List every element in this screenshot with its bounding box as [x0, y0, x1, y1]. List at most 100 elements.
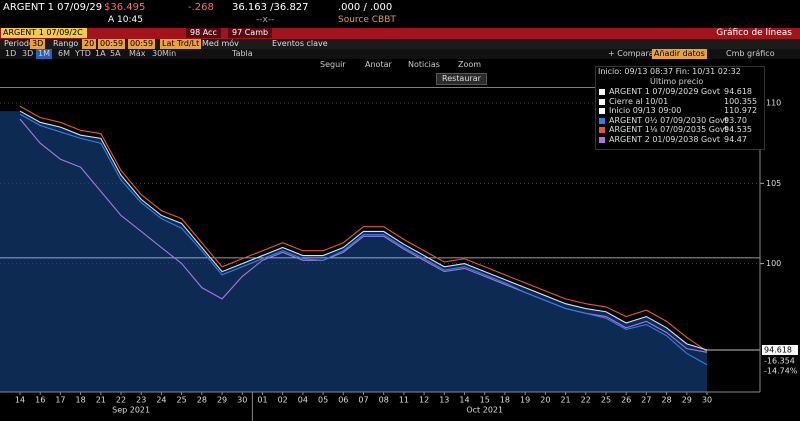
legend-name: Cierre al 10/01 — [609, 96, 669, 106]
range-button[interactable]: 6M — [58, 49, 70, 58]
legend-swatch — [599, 117, 605, 124]
x-tick-label: 28 — [661, 396, 671, 405]
setting-item[interactable]: Periodo — [4, 39, 34, 48]
right-tool[interactable]: + Comparar — [608, 49, 657, 58]
x-tick-label: 30 — [702, 396, 712, 405]
setting-item[interactable]: 20 — [82, 39, 97, 49]
range-button[interactable]: Tabla — [232, 49, 253, 58]
range-button[interactable]: 30 — [152, 49, 163, 58]
setting-item[interactable]: Med móv — [202, 39, 239, 48]
range-button[interactable]: 3D — [22, 49, 34, 58]
x-tick-label: 21 — [96, 396, 106, 405]
security-input[interactable]: ARGENT 1 07/09/2C — [1, 28, 87, 38]
x-tick-label: 27 — [641, 396, 651, 405]
x-tick-label: 05 — [318, 396, 328, 405]
setting-item[interactable]: 00:59 — [128, 39, 156, 49]
camb-button[interactable]: 97 Camb — [228, 28, 273, 38]
ticker: ARGENT 1 07/09/29 — [3, 2, 103, 13]
yield: .000 / .000 — [338, 2, 393, 13]
legend-value: 94.535 — [724, 125, 752, 134]
right-tool[interactable]: Cmb gráfico — [726, 49, 775, 58]
series-line — [19, 110, 708, 351]
x-tick-label: 18 — [76, 396, 86, 405]
side-label: -14.74% — [764, 366, 798, 375]
x-tick-label: 25 — [601, 396, 611, 405]
range-button[interactable]: 1D — [5, 49, 17, 58]
tool-button[interactable]: Seguir — [320, 60, 346, 69]
x-tick-label: 04 — [298, 396, 308, 405]
range-button[interactable]: 5A — [110, 49, 121, 58]
flag: --x-- — [256, 15, 275, 25]
x-tick-label: 29 — [217, 396, 227, 405]
x-tick-label: 12 — [419, 396, 429, 405]
tool-button[interactable]: Anotar — [365, 60, 392, 69]
range-button[interactable]: 1A — [95, 49, 106, 58]
legend-value: 94.618 — [724, 87, 752, 96]
price-area — [0, 111, 707, 392]
tool-button[interactable]: Noticias — [408, 60, 440, 69]
setting-item[interactable]: 3D — [30, 39, 46, 49]
x-tick-label: 14 — [15, 396, 25, 405]
legend-name: Inicio 09/13 09:00 — [609, 106, 682, 115]
range-button[interactable]: Min — [162, 49, 177, 58]
legend-value: 100.355 — [724, 96, 758, 106]
legend-name: ARGENT 1⅛ 07/09/2035 Govt — [609, 125, 728, 134]
x-tick-label: 16 — [35, 396, 45, 405]
legend-value: 110.972 — [724, 106, 758, 115]
x-tick-label: 02 — [278, 396, 288, 405]
y-tick-label: 100 — [766, 259, 781, 268]
x-tick-label: 13 — [439, 396, 449, 405]
x-tick-label: 18 — [500, 396, 510, 405]
x-tick-label: 11 — [399, 396, 409, 405]
x-tick-label: 08 — [379, 396, 389, 405]
x-tick-label: 24 — [156, 396, 166, 405]
setting-item[interactable]: 00:59 — [98, 39, 126, 49]
header-bar — [0, 0, 800, 28]
x-tick-label: 01 — [257, 396, 267, 405]
restore-button[interactable]: Restaurar — [436, 73, 487, 85]
setting-item[interactable]: Eventos clave — [272, 39, 328, 48]
x-tick-label: 22 — [581, 396, 591, 405]
range-button[interactable]: Máx — [129, 49, 146, 58]
x-tick-label: 29 — [682, 396, 692, 405]
setting-item[interactable]: Rango — [53, 39, 79, 48]
tool-button[interactable]: Zoom — [458, 60, 482, 69]
legend-name: ARGENT 0½ 07/09/2030 Govt — [609, 115, 728, 125]
range-button[interactable]: YTD — [75, 49, 91, 58]
legend-swatch — [599, 136, 605, 143]
x-tick-label: 07 — [358, 396, 368, 405]
right-tool[interactable]: Añadir datos — [652, 49, 707, 59]
chart-type-title: Gráfico de líneas — [716, 28, 792, 38]
legend-swatch — [599, 108, 605, 114]
command-bar — [0, 28, 800, 39]
side-label: -16.354 — [764, 356, 795, 365]
series-line — [19, 105, 708, 352]
range-row — [0, 49, 800, 59]
source: Source CBBT — [338, 15, 396, 25]
legend-header: Último precio — [650, 77, 704, 86]
legend-swatch — [599, 127, 605, 133]
x-tick-label: 30 — [237, 396, 247, 405]
x-tick-label: 21 — [560, 396, 570, 405]
x-tick-label: 26 — [621, 396, 631, 405]
x-tick-label: 17 — [55, 396, 65, 405]
legend-swatch — [599, 98, 605, 105]
month-label: Sep 2021 — [112, 406, 150, 415]
acc-button[interactable]: 98 Acc — [186, 28, 221, 38]
y-tick-label: 105 — [766, 179, 781, 188]
x-tick-label: 19 — [520, 396, 530, 405]
settings-row — [0, 39, 800, 49]
x-tick-label: 15 — [480, 396, 490, 405]
last-price-box — [762, 344, 798, 355]
x-tick-label: 06 — [338, 396, 348, 405]
x-tick-label: 20 — [540, 396, 550, 405]
range-button[interactable]: 1M — [36, 49, 52, 59]
x-tick-label: 23 — [136, 396, 146, 405]
x-tick-label: 25 — [177, 396, 187, 405]
setting-item[interactable]: Lat Trd/Lt — [160, 39, 202, 49]
x-tick-label: 28 — [197, 396, 207, 405]
last-price-label: 94.618 — [764, 345, 792, 354]
legend-name: ARGENT 2 01/09/2038 Govt — [609, 134, 720, 144]
